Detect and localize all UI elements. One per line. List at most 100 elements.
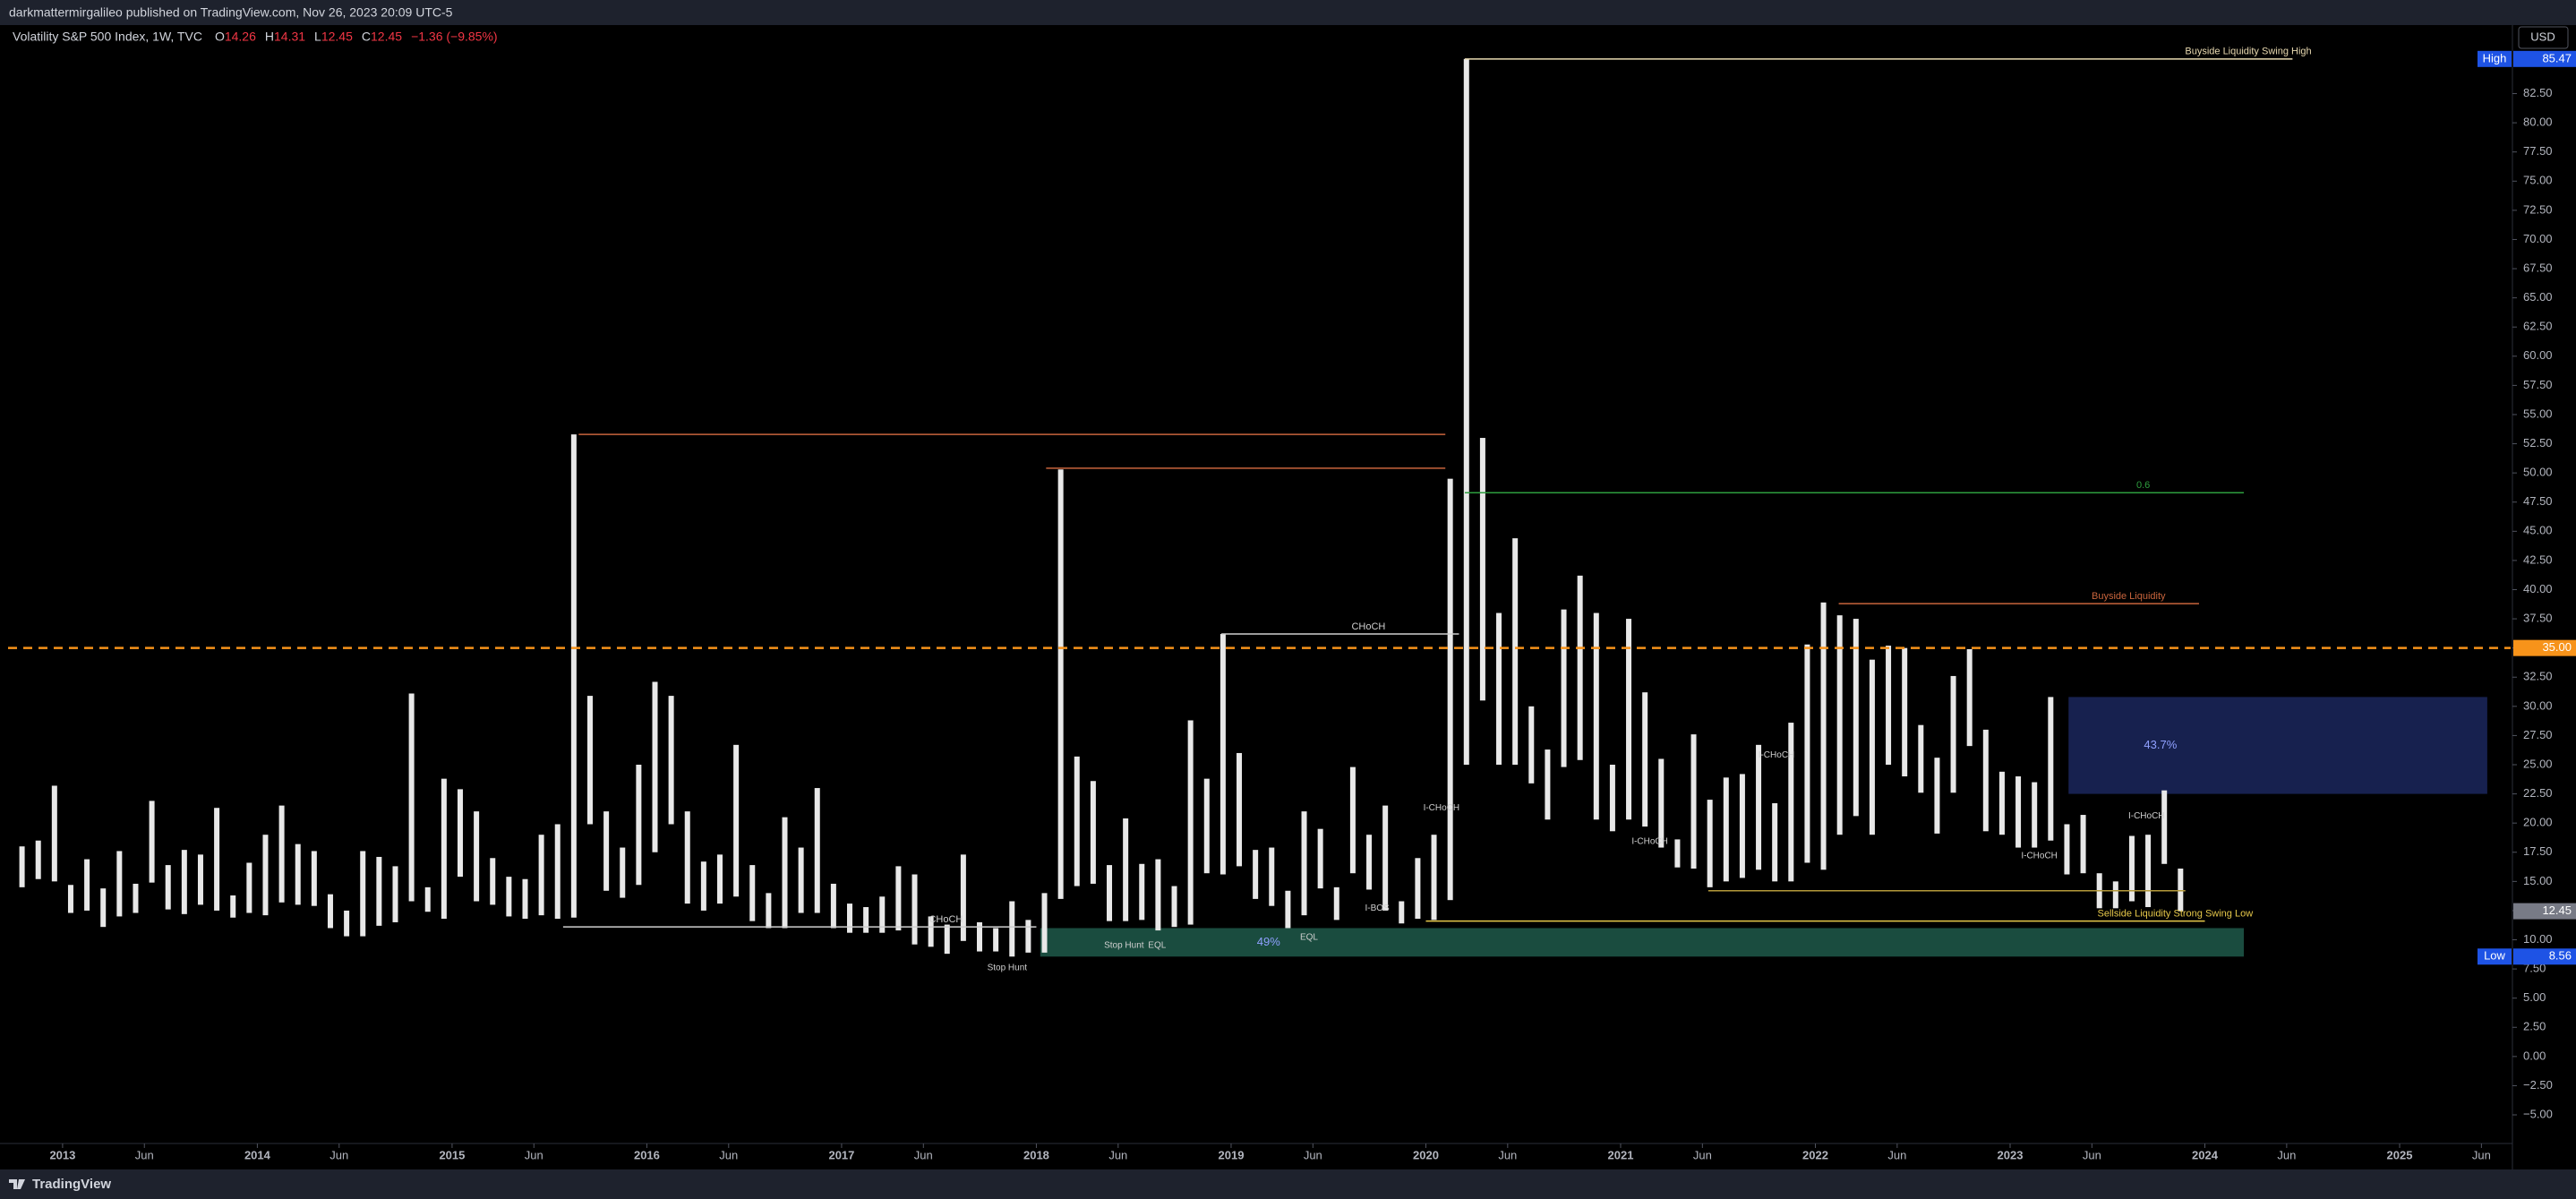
price-tag-value: 8.56 [2549, 949, 2572, 963]
ohlc-value: 12.45 [321, 30, 353, 44]
y-tick-label: 62.50 [2523, 320, 2553, 333]
range-bar [1090, 781, 1096, 884]
range-bar [1253, 850, 1259, 899]
x-tick-label: 2018 [1023, 1148, 1049, 1161]
y-tick-label: 15.00 [2523, 874, 2553, 887]
x-tick-label: 2022 [1802, 1148, 1828, 1161]
range-bar [570, 434, 577, 918]
range-bar [1107, 865, 1113, 921]
x-tick-label: Jun [135, 1148, 154, 1161]
range-bar [1902, 647, 1908, 777]
y-tick-label: 55.00 [2523, 407, 2553, 420]
range-bar [863, 907, 869, 933]
range-bar [1496, 612, 1502, 765]
x-tick-label: Jun [914, 1148, 933, 1161]
range-bar [2048, 697, 2054, 841]
y-tick-label: 77.50 [2523, 144, 2553, 158]
range-bar [2080, 815, 2086, 874]
range-bar [538, 835, 544, 916]
x-tick-label: Jun [2472, 1148, 2491, 1161]
range-bar [895, 866, 902, 931]
range-bar [586, 696, 593, 825]
range-bar [2145, 835, 2152, 908]
range-bar [1804, 644, 1810, 863]
range-bar [35, 840, 41, 879]
range-bar [441, 778, 447, 920]
range-bar [2064, 824, 2070, 875]
note: I-BOS [1365, 904, 1390, 913]
x-tick-label: 2020 [1413, 1148, 1439, 1161]
range-bar [960, 854, 966, 941]
footer-bar [0, 1169, 2576, 1199]
y-tick-label: 10.00 [2523, 932, 2553, 946]
range-bar [1739, 774, 1745, 878]
zone [2068, 697, 2487, 794]
range-bar [1545, 749, 1551, 820]
range-bar [2015, 776, 2022, 848]
ohlc-key: O [215, 30, 225, 44]
x-tick-label: 2024 [2192, 1148, 2219, 1161]
y-tick-label: 32.50 [2523, 670, 2553, 683]
y-tick-label: 65.00 [2523, 290, 2553, 304]
note: Stop Hunt [988, 963, 1028, 972]
y-tick-label: 72.50 [2523, 202, 2553, 216]
range-bar [165, 865, 171, 910]
x-tick-label: 2016 [634, 1148, 660, 1161]
currency[interactable]: USD [2530, 30, 2555, 43]
y-tick-label: 60.00 [2523, 348, 2553, 362]
range-bar [1155, 859, 1161, 931]
x-tick-label: Jun [1304, 1148, 1322, 1161]
level-label: CHoCH [929, 914, 963, 925]
range-bar [993, 928, 999, 952]
price-tag-name: High [2483, 51, 2507, 64]
range-bar [2032, 782, 2038, 848]
note: I-CHoCH [2128, 811, 2165, 821]
range-bar [149, 801, 155, 883]
range-bar [1399, 901, 1405, 924]
range-bar [84, 859, 90, 911]
x-tick-label: Jun [2083, 1148, 2101, 1161]
range-bar [928, 916, 934, 947]
range-bar [100, 888, 107, 928]
range-bar [262, 835, 269, 916]
footer-brand: TradingView [32, 1177, 111, 1192]
range-bar [1009, 901, 1015, 957]
range-bar [1041, 893, 1048, 953]
y-tick-label: 22.50 [2523, 786, 2553, 800]
range-bar [652, 681, 658, 852]
range-bar [1918, 724, 1924, 793]
note: Stop Hunt [1104, 941, 1144, 951]
range-bar [2178, 869, 2184, 912]
range-bar [1220, 634, 1226, 875]
range-bar [2161, 790, 2168, 864]
range-bar [1626, 619, 1632, 820]
range-bar [1057, 469, 1064, 899]
price-tag-value: 35.00 [2542, 640, 2572, 654]
y-tick-label: 42.50 [2523, 552, 2553, 566]
range-bar [376, 856, 382, 926]
range-bar [1479, 438, 1485, 701]
symbol-title: Volatility S&P 500 Index, 1W, TVC [13, 30, 202, 44]
y-tick-label: 75.00 [2523, 174, 2553, 187]
y-tick-label: 52.50 [2523, 436, 2553, 450]
y-tick-label: 17.50 [2523, 844, 2553, 858]
y-tick-label: −5.00 [2523, 1107, 2553, 1120]
zone-label: 43.7% [2144, 738, 2177, 751]
y-tick-label: 25.00 [2523, 757, 2553, 770]
note: I-CHoCH [1759, 750, 1795, 760]
y-tick-label: 80.00 [2523, 116, 2553, 129]
range-bar [1203, 778, 1210, 874]
range-bar [847, 904, 853, 933]
range-bar [554, 824, 561, 920]
x-tick-label: Jun [1108, 1148, 1127, 1161]
range-bar [1642, 692, 1648, 827]
publisher: darkmattermirgalileo published on Tradin… [9, 5, 453, 20]
range-bar [230, 895, 236, 918]
level-label: Buyside Liquidity [2092, 591, 2166, 602]
y-tick-label: 5.00 [2523, 990, 2546, 1004]
ohlc-key: C [362, 30, 371, 44]
range-bar [1317, 828, 1323, 889]
range-bar [684, 811, 690, 904]
currency-button[interactable] [2518, 26, 2569, 49]
range-bar [2112, 881, 2118, 909]
